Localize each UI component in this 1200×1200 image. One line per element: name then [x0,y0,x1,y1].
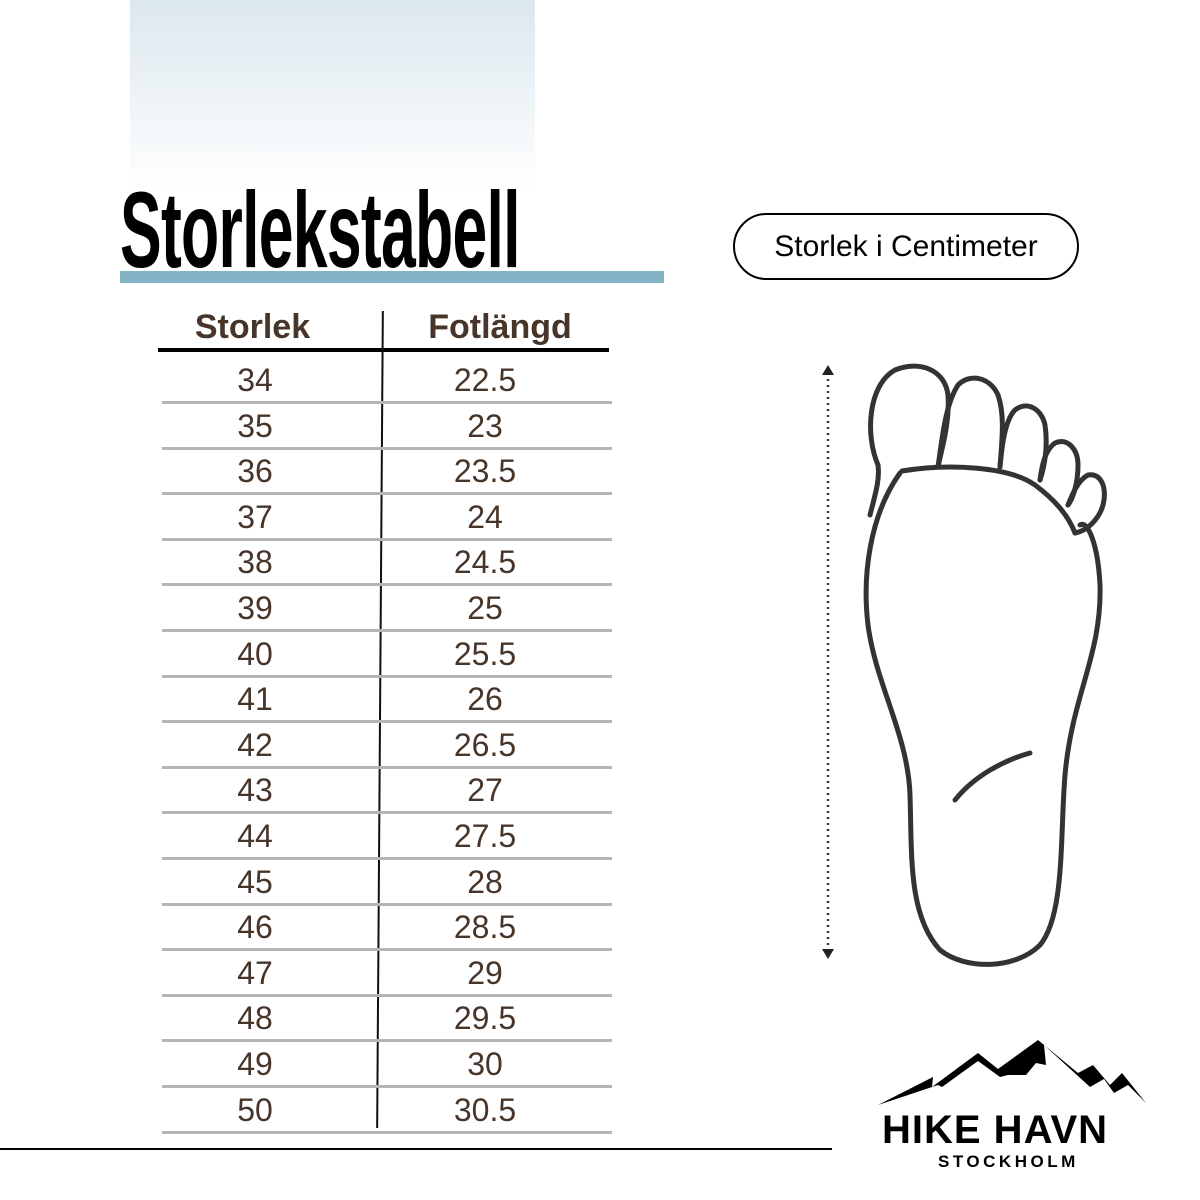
foot-length-cell: 28 [467,863,503,900]
size-cell: 46 [237,909,273,946]
table-row: 35 23 [160,404,612,450]
size-cell: 48 [237,1000,273,1037]
size-cell: 50 [237,1091,273,1128]
table-row: 42 26.5 [160,723,612,769]
table-row: 34 22.5 [160,358,612,404]
table-row: 45 28 [160,860,612,906]
foot-outline-icon [822,363,1107,967]
size-cell: 49 [237,1046,273,1082]
row-divider [162,1085,612,1088]
header-gradient [130,0,535,190]
row-divider [162,674,612,678]
size-cell: 42 [237,726,273,763]
table-row: 36 23.5 [160,449,612,496]
table-row: 38 24.5 [160,540,612,587]
row-divider [162,857,612,860]
title-underline [120,271,664,283]
foot-length-cell: 25 [467,590,503,626]
row-divider [162,765,612,769]
foot-length-cell: 25.5 [453,635,517,672]
table-row: 50 30.5 [160,1088,612,1134]
foot-length-cell: 23.5 [453,453,517,490]
size-cell: 37 [237,498,273,535]
foot-length-cell: 24 [467,498,503,535]
table-row: 40 25.5 [160,632,612,678]
table-row: 49 30 [160,1042,612,1088]
brand-name: HIKE HAVN [882,1108,1109,1152]
row-divider [162,537,612,541]
foot-length-cell: 26 [467,681,503,718]
row-divider [162,629,612,632]
table-row: 37 24 [160,495,612,541]
row-divider [162,720,612,724]
row-divider [162,948,612,952]
brand-location: STOCKHOLM [938,1152,1079,1171]
mountain-logo-icon [878,1040,1146,1105]
foot-length-cell: 27.5 [453,818,517,854]
size-cell: 39 [237,590,273,626]
row-divider [162,492,612,496]
size-cell: 38 [237,544,273,581]
row-divider [162,401,612,404]
table-row: 44 27.5 [160,814,612,860]
foot-length-cell: 29 [467,954,503,991]
foot-length-cell: 30 [467,1046,503,1082]
bottom-divider [0,1148,832,1150]
unit-label: Storlek i Centimeter [733,213,1079,280]
page-title: Storlekstabell [120,169,521,290]
row-divider [162,993,612,997]
row-divider [162,583,612,587]
column-header-size: Storlek [194,308,311,346]
foot-length-cell: 27 [467,772,503,809]
size-cell: 44 [237,818,273,854]
table-row: 46 28.5 [160,905,612,952]
size-cell: 45 [237,863,273,900]
size-cell: 36 [237,453,273,490]
size-cell: 35 [237,407,273,444]
row-divider [162,446,612,450]
size-cell: 47 [237,954,273,991]
foot-length-cell: 23 [467,407,503,444]
foot-length-cell: 26.5 [453,726,517,763]
table-row: 41 26 [160,677,612,724]
size-cell: 43 [237,772,273,809]
size-cell: 41 [237,681,273,718]
foot-length-cell: 24.5 [453,544,517,581]
table-row: 47 29 [160,951,612,997]
foot-length-cell: 30.5 [453,1091,517,1128]
row-divider [162,811,612,815]
length-arrow-icon [822,365,834,959]
row-divider [162,1039,612,1043]
column-header-foot-length: Fotlängd [428,308,572,346]
table-row: 43 27 [160,768,612,815]
row-divider [162,1130,612,1134]
table-row: 48 29.5 [160,996,612,1043]
foot-length-cell: 22.5 [453,362,517,398]
foot-length-cell: 29.5 [453,1000,517,1037]
table-row: 39 25 [160,586,612,632]
size-cell: 40 [237,635,273,672]
row-divider [162,902,612,906]
foot-length-cell: 28.5 [453,909,517,946]
size-cell: 34 [237,362,273,398]
